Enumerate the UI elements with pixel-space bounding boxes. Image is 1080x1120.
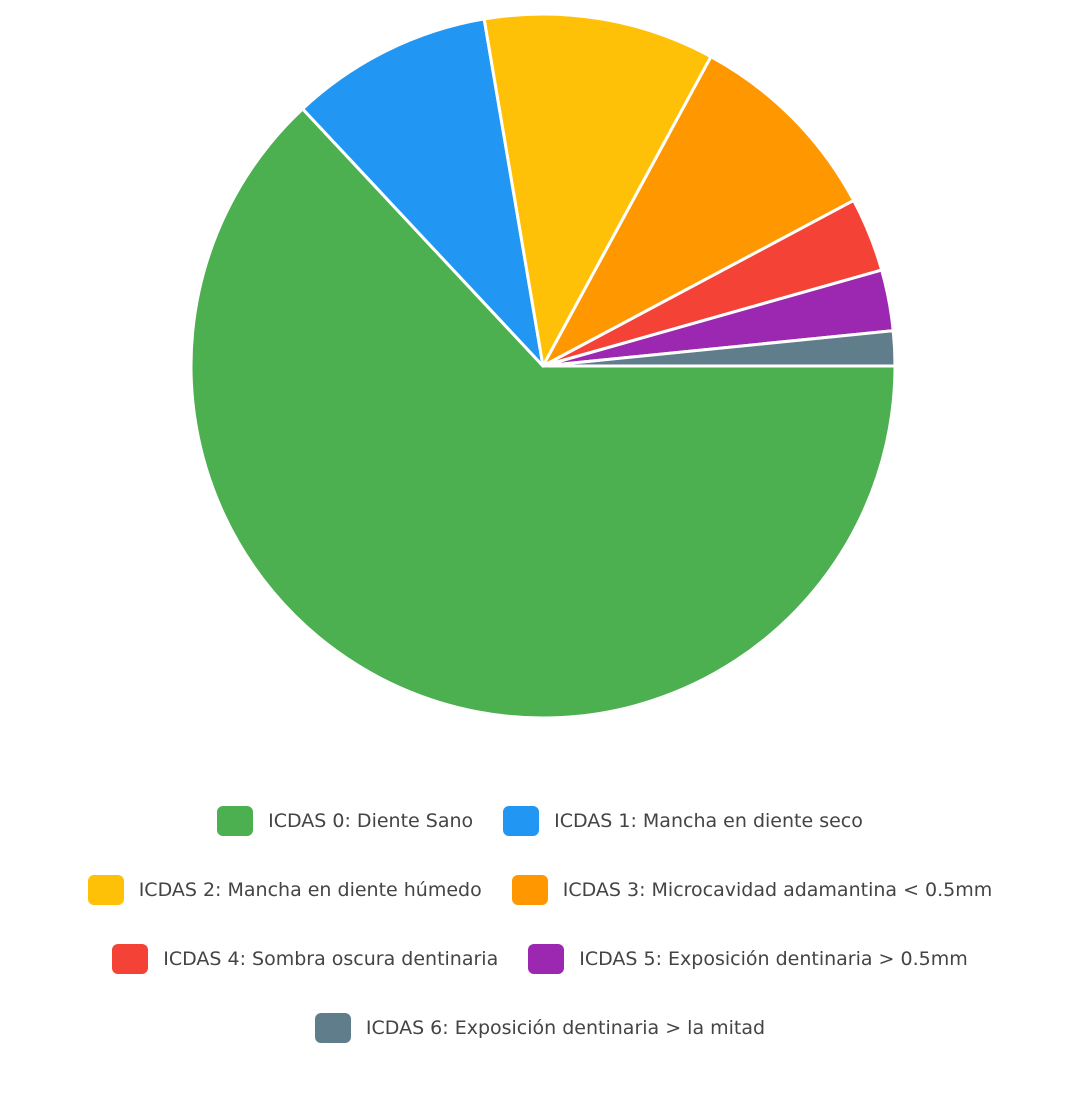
chart [189,12,897,720]
pie-slice [482,12,713,368]
legend-swatch [112,943,149,974]
legend-item: ICDAS 1: Mancha en diente seco [503,805,863,836]
legend: ICDAS 0: Diente Sano ICDAS 1: Mancha en d… [0,805,1080,1043]
legend-item: ICDAS 6: Exposición dentinaria > la mita… [314,1012,766,1043]
legend-label: ICDAS 4: Sombra oscura dentinaria [163,947,499,970]
legend-item: ICDAS 0: Diente Sano [217,805,473,836]
pie-slice [189,107,897,720]
legend-item: ICDAS 2: Mancha en diente húmedo [87,874,482,905]
legend-item: ICDAS 5: Exposición dentinaria > 0.5mm [528,943,968,974]
legend-swatch [87,874,124,905]
pie-slice [301,17,545,368]
legend-label: ICDAS 5: Exposición dentinaria > 0.5mm [579,947,968,970]
legend-label: ICDAS 0: Diente Sano [268,809,474,832]
pie-slice [541,55,856,368]
legend-item: ICDAS 3: Microcavidad adamantina < 0.5mm [511,874,993,905]
legend-label: ICDAS 1: Mancha en diente seco [554,809,863,832]
legend-swatch [511,874,548,905]
legend-swatch [528,943,565,974]
legend-swatch [217,805,254,836]
legend-swatch [503,805,540,836]
legend-label: ICDAS 3: Microcavidad adamantina < 0.5mm [562,878,993,901]
legend-label: ICDAS 2: Mancha en diente húmedo [138,878,482,901]
legend-label: ICDAS 6: Exposición dentinaria > la mita… [365,1016,766,1039]
legend-item: ICDAS 4: Sombra oscura dentinaria [112,943,498,974]
legend-swatch [314,1012,351,1043]
pie-slice [541,329,897,368]
